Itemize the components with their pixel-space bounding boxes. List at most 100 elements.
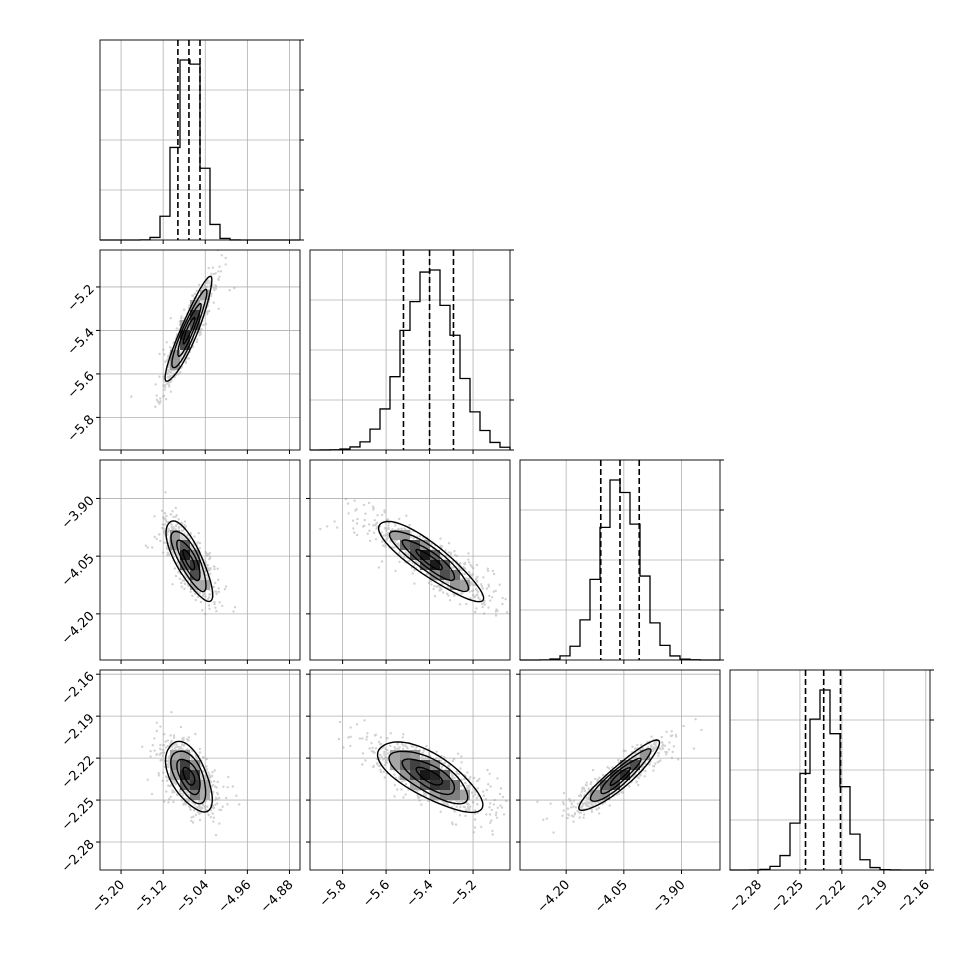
panel-frame xyxy=(309,669,511,871)
x-tick-label: −2.28 xyxy=(726,877,765,916)
x-tick-label: −2.16 xyxy=(894,877,933,916)
density-cell xyxy=(440,770,450,780)
scatter-panel-3-0: −5.20 −5.12 −5.04 −4.96 −4.88 −2.28−2.25−2.22… xyxy=(59,669,301,916)
density-cell xyxy=(180,550,190,560)
y-tick-label: −3.90 xyxy=(59,494,98,533)
density-cell xyxy=(400,530,410,540)
x-tick-label: −5.04 xyxy=(174,877,213,916)
y-tick-label: −5.6 xyxy=(65,369,98,402)
density-cell xyxy=(190,760,200,770)
panel-content xyxy=(319,497,509,617)
density-cell xyxy=(390,530,400,540)
histogram-panel-1 xyxy=(309,249,514,454)
scatter-panel-2-0: −4.20 −4.05 −3.90 xyxy=(59,459,301,664)
x-tick-label: −2.22 xyxy=(810,877,849,916)
panel-content xyxy=(141,711,241,837)
y-tick-label: −2.22 xyxy=(59,753,98,792)
density-cell xyxy=(190,570,200,580)
density-cell xyxy=(600,790,610,800)
density-contour xyxy=(176,758,201,796)
x-tick-label: −4.88 xyxy=(258,877,297,916)
density-contour xyxy=(170,750,207,805)
density-cell xyxy=(610,770,620,780)
density-cell xyxy=(180,770,190,780)
density-cell xyxy=(170,360,180,370)
density-contour xyxy=(376,741,484,814)
panel-frame xyxy=(99,669,301,871)
panel-frame xyxy=(99,39,301,241)
density-cell xyxy=(430,790,440,800)
density-cell xyxy=(170,760,180,770)
density-cell xyxy=(180,340,190,350)
panel-frame xyxy=(309,249,511,451)
y-tick-label: −2.28 xyxy=(59,837,98,876)
density-cell xyxy=(170,350,180,360)
density-contour xyxy=(401,539,456,582)
y-tick-label: −5.4 xyxy=(65,325,98,358)
y-tick-label: −5.2 xyxy=(65,282,98,315)
density-cell xyxy=(400,770,410,780)
scatter-panel-3-2: −4.20 −4.05 −3.90 xyxy=(516,669,721,916)
density-cell xyxy=(190,770,200,780)
density-cell xyxy=(440,790,450,800)
density-cell xyxy=(410,550,420,560)
panel-frame xyxy=(99,249,301,451)
density-cell xyxy=(460,580,470,590)
histogram-bars xyxy=(309,269,511,451)
density-cell xyxy=(450,790,460,800)
density-cell xyxy=(170,540,180,550)
panel-frame xyxy=(729,669,931,871)
density-cell xyxy=(190,780,200,790)
density-cell xyxy=(400,760,410,770)
scatter-panel-2-1 xyxy=(306,459,511,664)
x-tick-label: −2.25 xyxy=(768,877,807,916)
density-contour xyxy=(388,750,469,805)
density-cell xyxy=(410,540,420,550)
density-contour xyxy=(401,758,456,796)
density-cell xyxy=(460,790,470,800)
panel-content xyxy=(130,250,236,408)
density-cell xyxy=(400,540,410,550)
panel-content xyxy=(144,491,237,616)
density-contour xyxy=(164,275,213,382)
x-tick-label: −4.05 xyxy=(592,877,631,916)
scatter-panel-1-0: −5.8 −5.6 −5.4 −5.2 xyxy=(65,249,301,454)
x-tick-label: −5.4 xyxy=(404,877,437,910)
density-cell xyxy=(630,760,640,770)
density-contour xyxy=(589,748,652,802)
x-tick-label: −4.96 xyxy=(216,877,255,916)
density-cell xyxy=(410,750,420,760)
panel-content xyxy=(536,718,703,834)
density-contour xyxy=(415,766,444,786)
density-cell xyxy=(430,770,440,780)
panel-frame xyxy=(519,459,721,661)
density-cell xyxy=(170,770,180,780)
density-cell xyxy=(430,550,440,560)
panel-content xyxy=(337,719,508,836)
density-cell xyxy=(180,540,190,550)
density-cell xyxy=(400,750,410,760)
density-cell xyxy=(440,560,450,570)
histogram-panel-2 xyxy=(519,459,724,664)
density-cell xyxy=(200,580,210,590)
density-contour xyxy=(171,288,208,369)
density-cell xyxy=(180,760,190,770)
density-cell xyxy=(410,760,420,770)
x-tick-label: −3.90 xyxy=(650,877,689,916)
density-cell xyxy=(430,760,440,770)
density-cell xyxy=(170,530,180,540)
density-cell xyxy=(420,550,430,560)
y-tick-label: −4.20 xyxy=(59,609,98,648)
density-contour xyxy=(609,767,631,786)
density-cell xyxy=(600,780,610,790)
density-contour xyxy=(578,739,661,811)
x-tick-label: −5.8 xyxy=(317,877,350,910)
density-contour xyxy=(182,766,196,786)
density-cell xyxy=(440,570,450,580)
density-contour xyxy=(377,520,485,603)
histogram-panel-0 xyxy=(99,39,304,244)
density-cell xyxy=(450,780,460,790)
panel-frame xyxy=(519,669,721,871)
density-cell xyxy=(450,570,460,580)
